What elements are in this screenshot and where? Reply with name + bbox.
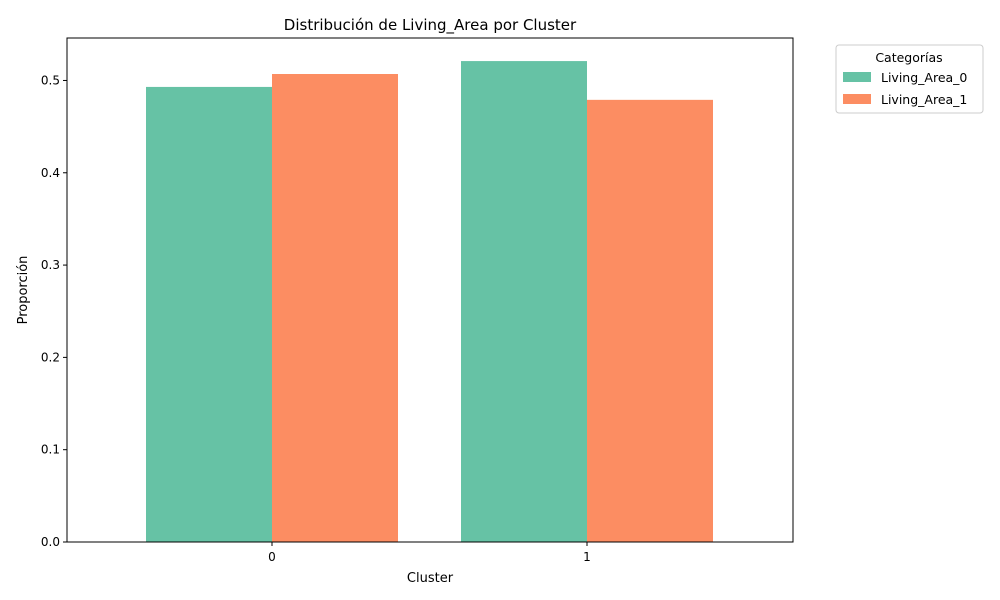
bar-Living_Area_1-cluster-1	[587, 99, 713, 542]
y-axis: 0.0 0.1 0.2 0.3 0.4 0.5	[41, 73, 67, 549]
legend-frame	[835, 44, 984, 114]
legend-title: Categorías	[875, 50, 942, 65]
bar-Living_Area_0-cluster-0	[146, 86, 272, 542]
chart-title: Distribución de Living_Area por Cluster	[284, 16, 577, 35]
y-tick-label: 0.3	[41, 258, 60, 272]
bar-Living_Area_0-cluster-1	[461, 61, 587, 542]
bars-group	[146, 61, 713, 542]
x-tick-label: 0	[268, 550, 276, 564]
y-tick-label: 0.4	[41, 166, 60, 180]
x-axis-label: Cluster	[407, 571, 454, 586]
legend-swatch-0	[843, 72, 871, 82]
legend-label-1: Living_Area_1	[881, 92, 967, 107]
y-tick-label: 0.1	[41, 443, 60, 457]
y-tick-label: 0.0	[41, 535, 60, 549]
y-tick-label: 0.5	[41, 73, 60, 87]
legend-swatch-1	[843, 94, 871, 104]
y-axis-label: Proporción	[16, 256, 31, 325]
legend-label-0: Living_Area_0	[881, 70, 967, 85]
plot-frame	[66, 37, 794, 543]
bar-Living_Area_1-cluster-0	[272, 74, 398, 542]
x-tick-label: 1	[583, 550, 591, 564]
legend: Categorías Living_Area_0 Living_Area_1	[835, 44, 984, 114]
y-tick-label: 0.2	[41, 350, 60, 364]
